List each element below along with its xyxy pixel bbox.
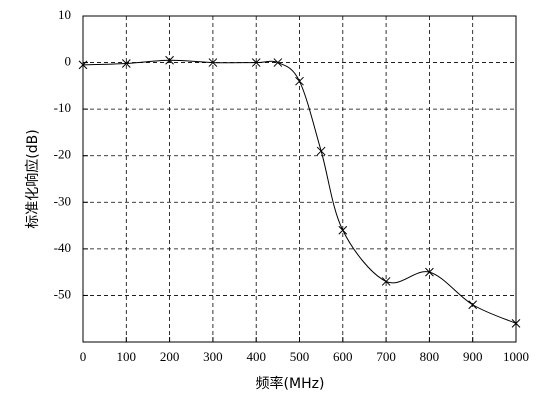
x-tick-label: 0 xyxy=(80,349,87,364)
x-tick-label: 100 xyxy=(117,349,137,364)
y-tick-label: -50 xyxy=(54,286,71,301)
x-tick-label: 600 xyxy=(333,349,353,364)
marker xyxy=(295,76,304,86)
marker xyxy=(273,58,283,67)
marker xyxy=(381,277,391,286)
plot-frame xyxy=(82,15,517,343)
x-tick-label: 1000 xyxy=(503,349,529,364)
marker xyxy=(251,58,261,67)
x-tick-label: 300 xyxy=(203,349,223,364)
x-tick-label: 900 xyxy=(463,349,483,364)
y-axis-label: 标准化响应(dB) xyxy=(24,129,41,228)
marker xyxy=(511,319,521,328)
y-tick-label: -20 xyxy=(54,147,71,162)
y-tick-label: -10 xyxy=(54,100,71,115)
marker xyxy=(316,146,326,156)
marker xyxy=(78,60,88,70)
y-tick-label: -30 xyxy=(54,193,71,208)
y-tick-label: 10 xyxy=(58,7,71,22)
marker xyxy=(165,55,174,65)
x-tick-label: 800 xyxy=(420,349,440,364)
x-tick-label: 500 xyxy=(290,349,310,364)
marker xyxy=(425,267,434,277)
x-tick-label: 400 xyxy=(246,349,266,364)
x-axis-label: 频率(MHz) xyxy=(256,375,325,392)
marker xyxy=(121,59,131,68)
y-tick-label: -40 xyxy=(54,240,71,255)
x-tick-label: 200 xyxy=(160,349,180,364)
marker xyxy=(468,300,478,310)
marker xyxy=(208,58,218,67)
marker xyxy=(338,225,348,235)
y-tick-label: 0 xyxy=(65,54,72,69)
x-tick-label: 700 xyxy=(376,349,396,364)
